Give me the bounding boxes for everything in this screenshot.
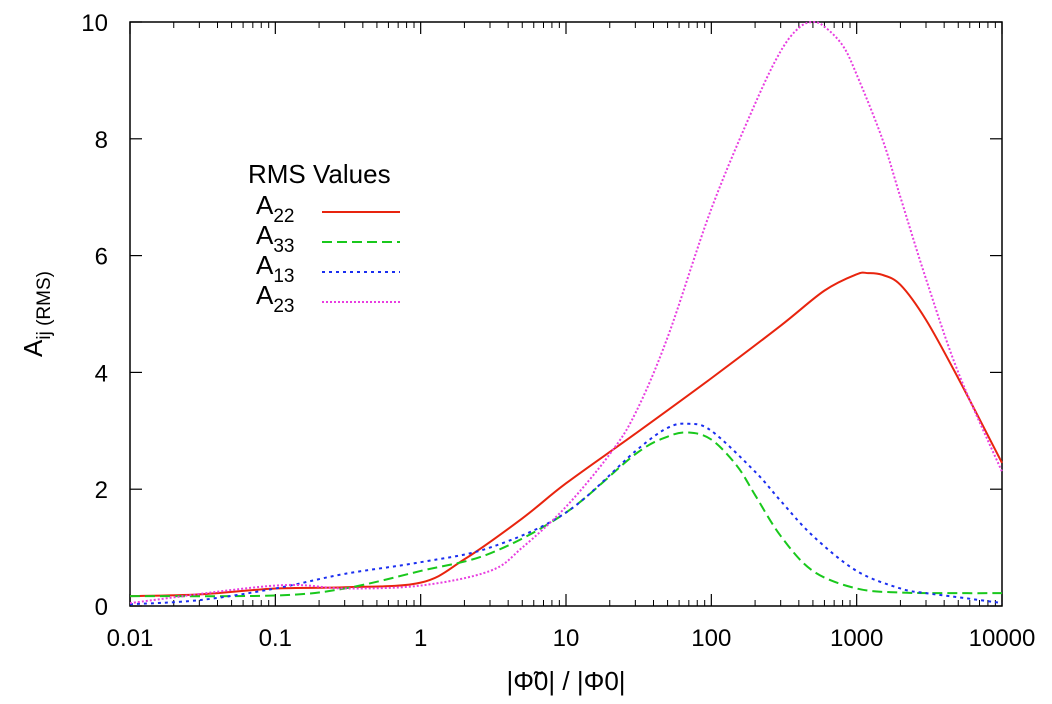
series-line-a13: [129, 422, 1003, 606]
y-tick-label: 4: [95, 360, 108, 387]
x-axis-label: |Φ̃0| / |Φ0|: [506, 666, 625, 696]
y-tick-label: 10: [81, 10, 108, 37]
x-tick-label: 10: [553, 625, 580, 652]
x-tick-label: 100: [691, 625, 731, 652]
series-line-a22: [129, 271, 1003, 598]
y-tick-label: 8: [95, 127, 108, 154]
x-tick-label: 10000: [969, 625, 1036, 652]
y-axis-label-base: A: [18, 339, 48, 357]
x-tick-label: 0.1: [259, 625, 292, 652]
series-lines: [129, 20, 1003, 606]
legend-label-a22: A22: [256, 190, 294, 227]
y-tick-label: 0: [95, 594, 108, 621]
series-line-a33: [129, 431, 1003, 598]
legend-label-a33: A33: [256, 220, 294, 257]
y-axis-label: Aij (RMS): [18, 271, 55, 357]
x-tick-label: 1: [414, 625, 427, 652]
y-tick-labels: 0 2 4 6 8 10: [81, 10, 108, 621]
legend-label-a23: A23: [256, 280, 294, 317]
legend-label-a13: A13: [256, 250, 294, 287]
series-line-a23: [129, 20, 1003, 605]
axis-ticks: [129, 21, 1003, 607]
y-tick-label: 6: [95, 244, 108, 271]
legend-title: RMS Values: [248, 159, 391, 189]
y-axis-label-sub: ij (RMS): [34, 271, 55, 340]
x-tick-label: 0.01: [107, 625, 154, 652]
y-tick-label: 2: [95, 477, 108, 504]
x-tick-labels: 0.01 0.1 1 10 100 1000 10000: [107, 625, 1036, 652]
x-tick-label: 1000: [830, 625, 883, 652]
